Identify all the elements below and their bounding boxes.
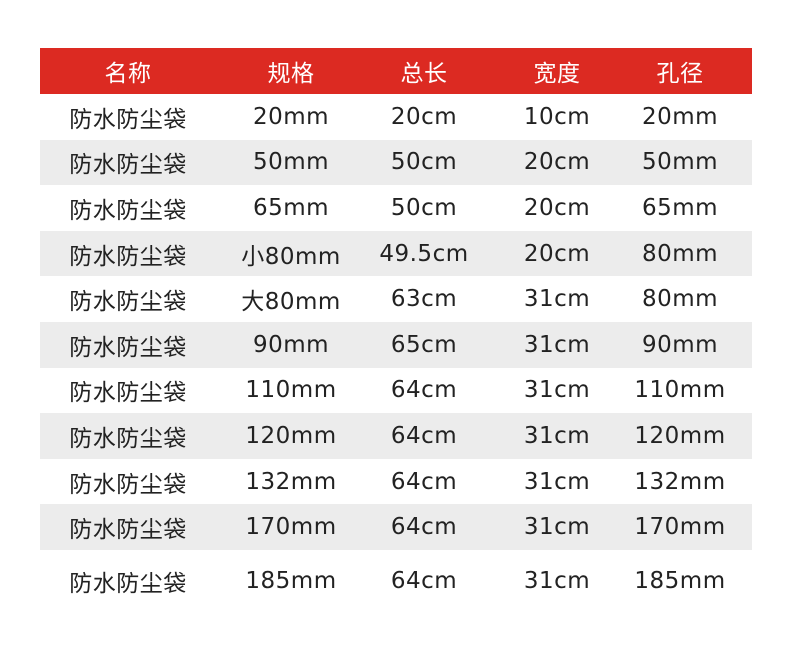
cell-spec: 65mm [252, 194, 330, 221]
cell-hole: 80mm [641, 286, 719, 313]
cell-spec: 170mm [245, 514, 337, 541]
cell-hole: 120mm [634, 422, 726, 449]
cell-spec: 小80mm [241, 243, 341, 270]
cell-name: 防水防尘袋 [69, 380, 187, 407]
cell-hole: 50mm [641, 149, 719, 176]
cell-name: 防水防尘袋 [69, 289, 187, 316]
cell-width: 20cm [523, 149, 591, 176]
cell-length: 64cm [390, 422, 458, 449]
cell-name: 防水防尘袋 [69, 471, 187, 498]
cell-name: 防水防尘袋 [69, 570, 187, 597]
cell-name: 防水防尘袋 [69, 243, 187, 270]
table-header: 名称 规格 总长 宽度 孔径 [40, 48, 752, 94]
table-row: 防水防尘袋 65mm 50cm 20cm 65mm [40, 185, 752, 231]
cell-width: 20cm [523, 194, 591, 221]
cell-name: 防水防尘袋 [69, 106, 187, 133]
cell-name: 防水防尘袋 [69, 334, 187, 361]
cell-width: 31cm [523, 377, 591, 404]
cell-length: 65cm [390, 331, 458, 358]
header-name: 名称 [104, 61, 152, 87]
table-row: 防水防尘袋 185mm 64cm 31cm 185mm [40, 550, 752, 612]
header-spec: 规格 [267, 61, 315, 87]
cell-hole: 185mm [634, 567, 726, 594]
table-row: 防水防尘袋 20mm 20cm 10cm 20mm [40, 94, 752, 140]
cell-hole: 132mm [634, 468, 726, 495]
cell-hole: 110mm [634, 377, 726, 404]
cell-length: 20cm [390, 103, 458, 130]
table-row: 防水防尘袋 90mm 65cm 31cm 90mm [40, 321, 752, 368]
spec-table: 名称 规格 总长 宽度 孔径 防水防尘袋 20mm 20cm 10cm 20mm 防水防尘… [40, 48, 752, 612]
cell-spec: 50mm [252, 149, 330, 176]
table-row: 防水防尘袋 132mm 64cm 31cm 132mm [40, 459, 752, 505]
cell-hole: 170mm [634, 514, 726, 541]
cell-spec: 20mm [252, 103, 330, 130]
cell-width: 31cm [523, 567, 591, 594]
header-length: 总长 [400, 61, 448, 87]
cell-spec: 大80mm [241, 289, 341, 316]
cell-hole: 90mm [641, 331, 719, 358]
cell-hole: 65mm [641, 194, 719, 221]
cell-name: 防水防尘袋 [69, 425, 187, 452]
cell-length: 64cm [390, 514, 458, 541]
table-row: 防水防尘袋 170mm 64cm 31cm 170mm [40, 504, 752, 550]
table-row: 防水防尘袋 大80mm 63cm 31cm 80mm [40, 276, 752, 322]
cell-length: 64cm [390, 567, 458, 594]
cell-length: 49.5cm [379, 240, 469, 267]
cell-length: 50cm [390, 194, 458, 221]
cell-length: 64cm [390, 377, 458, 404]
cell-spec: 132mm [245, 468, 337, 495]
table-row: 防水防尘袋 50mm 50cm 20cm 50mm [40, 139, 752, 186]
table-row: 防水防尘袋 110mm 64cm 31cm 110mm [40, 368, 752, 414]
cell-spec: 110mm [245, 377, 337, 404]
cell-width: 31cm [523, 514, 591, 541]
cell-spec: 120mm [245, 422, 337, 449]
cell-spec: 90mm [252, 331, 330, 358]
cell-hole: 80mm [641, 240, 719, 267]
cell-spec: 185mm [245, 567, 337, 594]
cell-width: 31cm [523, 422, 591, 449]
cell-width: 10cm [523, 103, 591, 130]
header-width: 宽度 [533, 61, 581, 87]
cell-hole: 20mm [641, 103, 719, 130]
header-hole: 孔径 [656, 61, 704, 87]
cell-length: 63cm [390, 286, 458, 313]
cell-length: 64cm [390, 468, 458, 495]
cell-name: 防水防尘袋 [69, 517, 187, 544]
cell-name: 防水防尘袋 [69, 197, 187, 224]
cell-width: 31cm [523, 468, 591, 495]
cell-width: 31cm [523, 286, 591, 313]
table-row: 防水防尘袋 120mm 64cm 31cm 120mm [40, 413, 752, 459]
cell-name: 防水防尘袋 [69, 152, 187, 179]
table-row: 防水防尘袋 小80mm 49.5cm 20cm 80mm [40, 230, 752, 277]
cell-length: 50cm [390, 149, 458, 176]
cell-width: 20cm [523, 240, 591, 267]
cell-width: 31cm [523, 331, 591, 358]
